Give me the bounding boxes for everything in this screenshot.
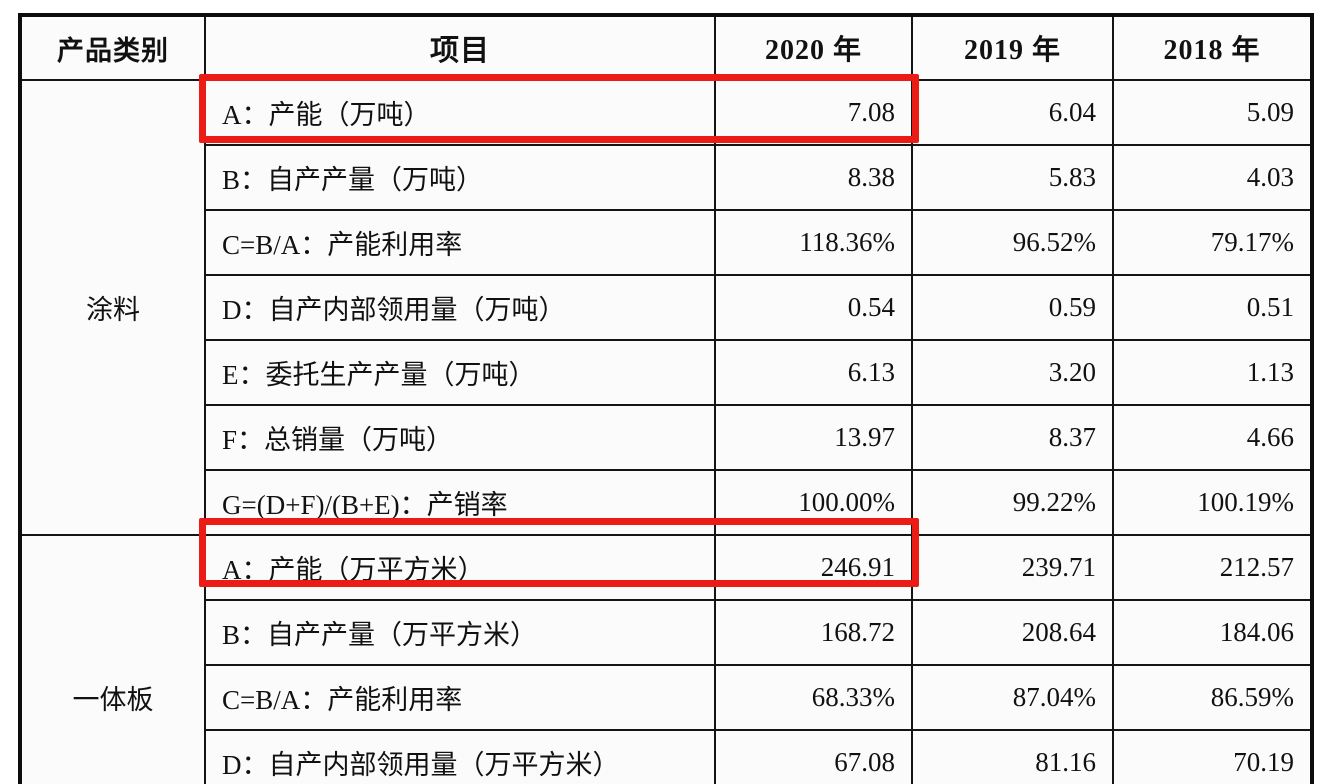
value-cell-2019: 6.04: [911, 79, 1114, 146]
value-cell-2019: 0.59: [911, 274, 1114, 341]
table-row: D：自产内部领用量（万吨） 0.54 0.59 0.51: [20, 274, 1313, 341]
item-cell: D：自产内部领用量（万平方米）: [204, 729, 716, 784]
item-cell: A：产能（万吨）: [204, 79, 716, 146]
table-header: 产品类别 项目 2020 年 2019 年 2018 年: [19, 14, 1313, 81]
value-cell-2020: 68.33%: [714, 664, 913, 731]
value-cell-2020: 118.36%: [714, 209, 913, 276]
header-row: 产品类别 项目 2020 年 2019 年 2018 年: [19, 14, 1313, 81]
column-header-item: 项目: [204, 14, 716, 81]
table-row: G=(D+F)/(B+E)：产销率 100.00% 99.22% 100.19%: [20, 469, 1313, 536]
table-row: B：自产产量（万吨） 8.38 5.83 4.03: [20, 144, 1313, 211]
item-cell: F：总销量（万吨）: [204, 404, 716, 471]
table-row: F：总销量（万吨） 13.97 8.37 4.66: [20, 404, 1313, 471]
value-cell-2020: 7.08: [714, 79, 913, 146]
category-cell-coating: 涂料: [19, 79, 206, 536]
value-cell-2019: 208.64: [911, 599, 1114, 666]
table-row: D：自产内部领用量（万平方米） 67.08 81.16 70.19: [20, 729, 1313, 784]
value-cell-2018: 86.59%: [1112, 664, 1313, 731]
value-cell-2019: 96.52%: [911, 209, 1114, 276]
column-header-2019: 2019 年: [911, 14, 1114, 81]
item-cell: A：产能（万平方米）: [204, 534, 716, 601]
value-cell-2018: 212.57: [1112, 534, 1313, 601]
table-row: C=B/A：产能利用率 68.33% 87.04% 86.59%: [20, 664, 1313, 731]
capacity-table-wrapper: 产品类别 项目 2020 年 2019 年 2018 年 涂料 A：产能（万吨）…: [18, 13, 1314, 784]
value-cell-2019: 81.16: [911, 729, 1114, 784]
item-cell: G=(D+F)/(B+E)：产销率: [204, 469, 716, 536]
item-cell: B：自产产量（万平方米）: [204, 599, 716, 666]
value-cell-2018: 4.03: [1112, 144, 1313, 211]
category-cell-panel: 一体板: [19, 534, 206, 784]
value-cell-2020: 100.00%: [714, 469, 913, 536]
value-cell-2018: 4.66: [1112, 404, 1313, 471]
value-cell-2020: 8.38: [714, 144, 913, 211]
table-row: 涂料 A：产能（万吨） 7.08 6.04 5.09: [19, 79, 1313, 536]
value-cell-2020: 6.13: [714, 339, 913, 406]
column-header-category: 产品类别: [19, 14, 206, 81]
value-cell-2018: 184.06: [1112, 599, 1313, 666]
item-cell: E：委托生产产量（万吨）: [204, 339, 716, 406]
value-cell-2018: 0.51: [1112, 274, 1313, 341]
capacity-table: 产品类别 项目 2020 年 2019 年 2018 年 涂料 A：产能（万吨）…: [18, 13, 1314, 784]
value-cell-2018: 100.19%: [1112, 469, 1313, 536]
value-cell-2019: 8.37: [911, 404, 1114, 471]
table-row: E：委托生产产量（万吨） 6.13 3.20 1.13: [20, 339, 1313, 406]
value-cell-2020: 246.91: [714, 534, 913, 601]
table-body: 涂料 A：产能（万吨） 7.08 6.04 5.09 B：自产产量（万吨） 8.…: [19, 79, 1313, 784]
value-cell-2019: 239.71: [911, 534, 1114, 601]
column-header-2020: 2020 年: [714, 14, 913, 81]
value-cell-2018: 79.17%: [1112, 209, 1313, 276]
value-cell-2020: 67.08: [714, 729, 913, 784]
value-cell-2019: 3.20: [911, 339, 1114, 406]
value-cell-2019: 87.04%: [911, 664, 1114, 731]
value-cell-2019: 99.22%: [911, 469, 1114, 536]
table-row: C=B/A：产能利用率 118.36% 96.52% 79.17%: [20, 209, 1313, 276]
item-cell: C=B/A：产能利用率: [204, 664, 716, 731]
value-cell-2020: 13.97: [714, 404, 913, 471]
value-cell-2018: 5.09: [1112, 79, 1313, 146]
value-cell-2018: 1.13: [1112, 339, 1313, 406]
column-header-2018: 2018 年: [1112, 14, 1313, 81]
value-cell-2020: 168.72: [714, 599, 913, 666]
value-cell-2019: 5.83: [911, 144, 1114, 211]
table-row: B：自产产量（万平方米） 168.72 208.64 184.06: [20, 599, 1313, 666]
value-cell-2018: 70.19: [1112, 729, 1313, 784]
table-row: 一体板 A：产能（万平方米） 246.91 239.71 212.57: [19, 534, 1313, 784]
item-cell: C=B/A：产能利用率: [204, 209, 716, 276]
item-cell: B：自产产量（万吨）: [204, 144, 716, 211]
value-cell-2020: 0.54: [714, 274, 913, 341]
item-cell: D：自产内部领用量（万吨）: [204, 274, 716, 341]
